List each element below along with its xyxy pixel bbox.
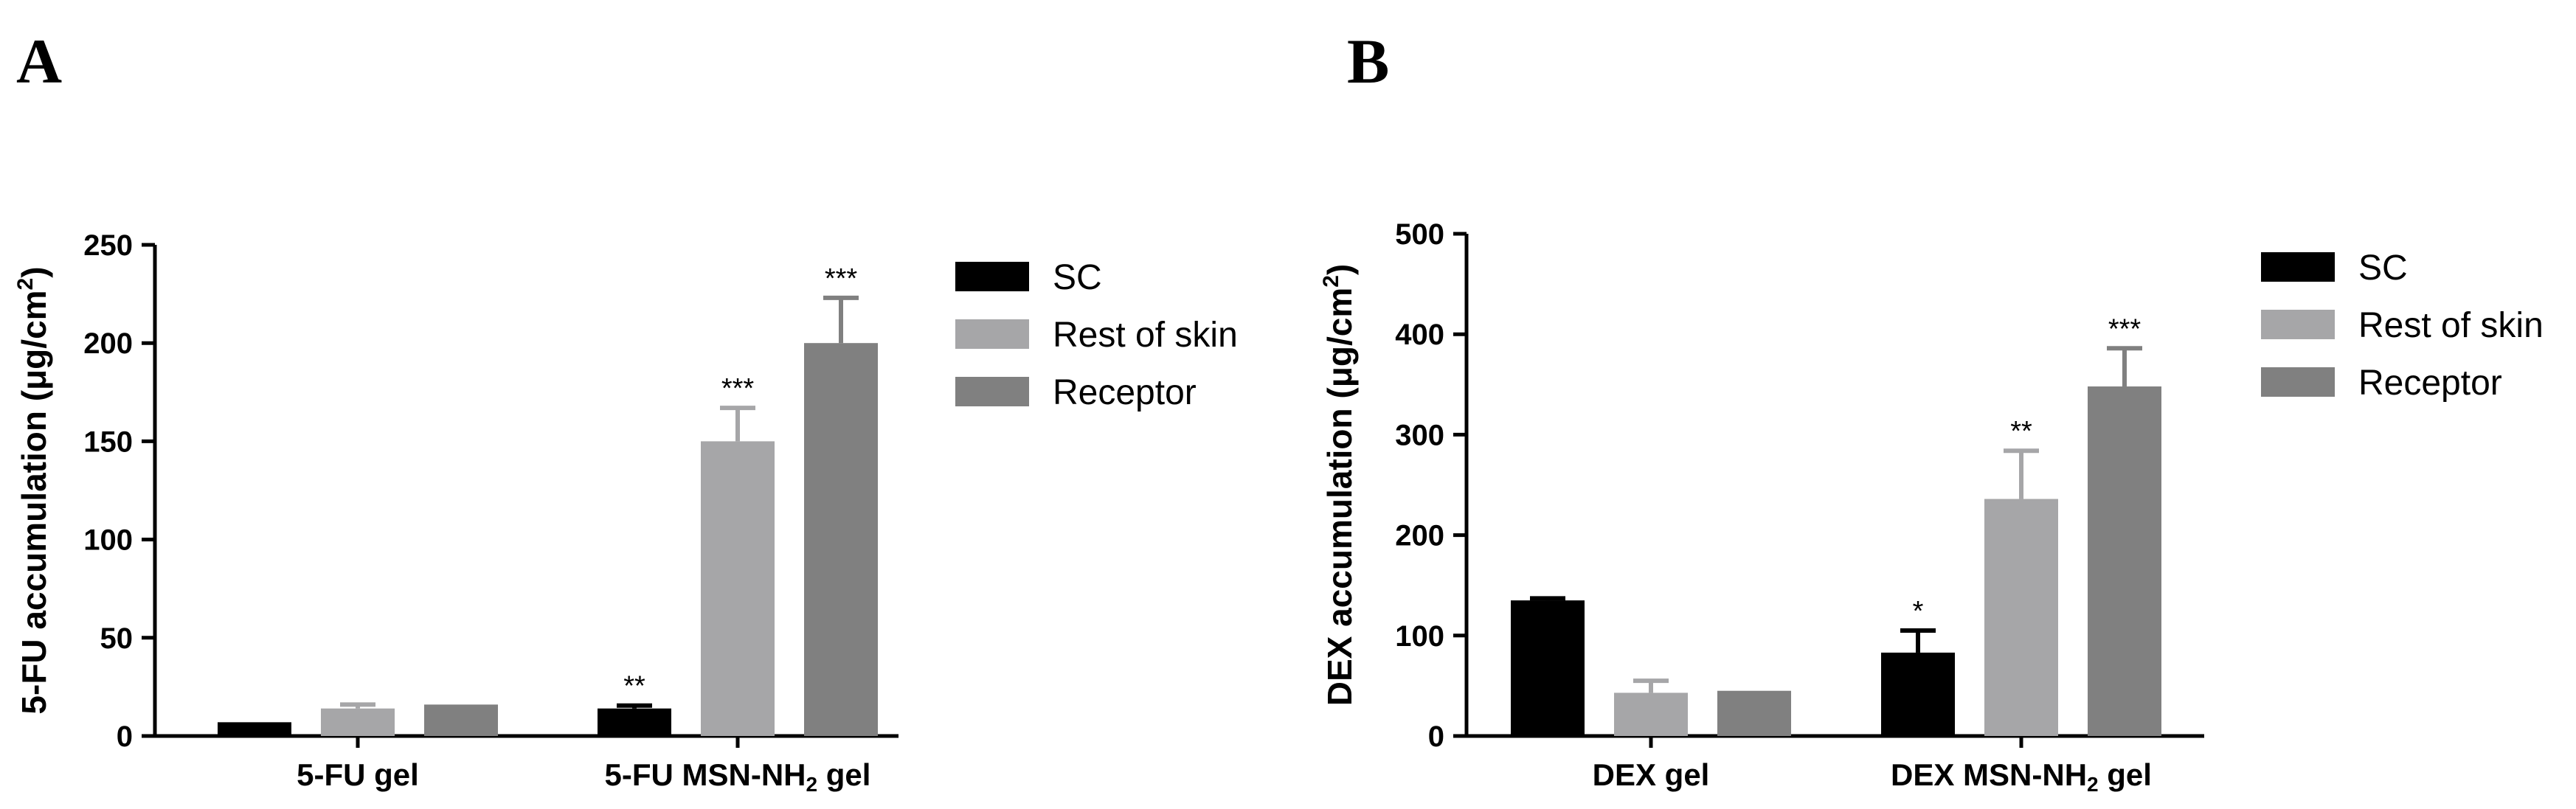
bar-rest-of-skin	[1614, 692, 1688, 736]
y-tick-label: 400	[1395, 319, 1444, 351]
x-category-label: DEX MSN-NH2 gel	[1891, 757, 2152, 796]
legend-swatch	[2261, 310, 2335, 339]
panel-letter: A	[16, 26, 62, 97]
panel-a: A 0 50 100 150 200 250 5-FU gel 5-FU MSN-NH2 gel…	[13, 26, 1238, 796]
legend-swatch	[2261, 367, 2335, 397]
legend-swatch	[955, 377, 1029, 406]
significance-label: ***	[2108, 313, 2142, 344]
y-tick-label: 100	[83, 524, 133, 557]
legend-label: SC	[1053, 258, 1102, 297]
y-axis-label: DEX accumulation (μg/cm2)	[1319, 264, 1359, 706]
panel-letter: B	[1347, 26, 1389, 97]
bar-rest-of-skin	[701, 441, 775, 736]
y-tick-label: 0	[1428, 721, 1444, 753]
y-tick-label: 300	[1395, 419, 1444, 451]
panel-b: B 0 100 200 300 400 500 DEX gel DEX MSN-NH2 gel D…	[1319, 26, 2544, 796]
legend-label: Rest of skin	[1053, 316, 1238, 355]
bar-sc	[218, 722, 291, 736]
significance-label: ***	[721, 373, 755, 404]
legend-swatch	[955, 319, 1029, 349]
x-category-label: 5-FU gel	[297, 757, 419, 792]
bar-receptor	[1717, 690, 1791, 736]
y-axis-label: 5-FU accumulation (μg/cm2)	[13, 266, 53, 714]
legend-swatch	[2261, 252, 2335, 282]
legend-label: Receptor	[2358, 364, 2502, 403]
x-category-label: DEX gel	[1593, 757, 1710, 792]
y-tick-label: 0	[117, 721, 133, 753]
bar-rest-of-skin	[1984, 499, 2058, 736]
bar-rest-of-skin	[321, 708, 395, 736]
significance-label: **	[2010, 416, 2032, 447]
y-tick-label: 150	[83, 426, 133, 458]
y-tick-label: 500	[1395, 218, 1444, 251]
y-tick-label: 200	[1395, 520, 1444, 552]
y-tick-label: 250	[83, 229, 133, 262]
significance-label: *	[1913, 596, 1924, 627]
y-tick-label: 50	[100, 622, 134, 655]
bar-receptor	[804, 343, 878, 736]
x-category-label: 5-FU MSN-NH2 gel	[605, 757, 871, 796]
y-tick-label: 200	[83, 327, 133, 360]
y-tick-label: 100	[1395, 620, 1444, 653]
legend-label: Rest of skin	[2358, 306, 2544, 345]
bar-sc	[598, 708, 671, 736]
bar-receptor	[424, 704, 498, 736]
legend-label: Receptor	[1053, 373, 1197, 412]
bar-sc	[1511, 600, 1585, 736]
significance-label: **	[623, 671, 645, 702]
significance-label: ***	[825, 263, 858, 294]
legend-label: SC	[2358, 249, 2408, 288]
legend-swatch	[955, 262, 1029, 291]
bar-sc	[1881, 652, 1955, 736]
bar-receptor	[2088, 386, 2161, 736]
